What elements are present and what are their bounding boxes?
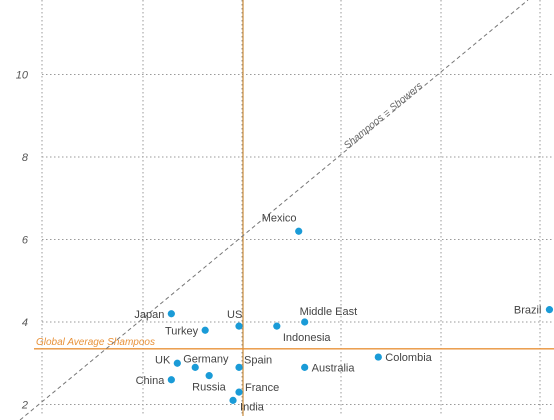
point-indonesia (273, 322, 281, 330)
point-japan (167, 310, 175, 318)
y-tick-label: 4 (22, 317, 28, 329)
point-label-australia: Australia (312, 362, 356, 374)
diagonal-line-label: Shampoos = Showers (342, 81, 425, 152)
point-middle-east (301, 318, 309, 326)
point-colombia (374, 353, 382, 361)
y-tick-label: 2 (21, 400, 28, 412)
point-label-russia: Russia (192, 382, 227, 394)
point-label-india: India (240, 401, 265, 413)
point-russia (205, 372, 213, 380)
point-label-middle-east: Middle East (300, 306, 357, 318)
point-us (235, 322, 243, 330)
point-label-brazil: Brazil (514, 305, 542, 317)
point-label-france: France (245, 382, 279, 394)
y-tick-label: 10 (16, 70, 29, 82)
point-australia (301, 363, 309, 371)
y-tick-label: 6 (22, 235, 29, 247)
point-china (167, 376, 175, 384)
point-brazil (545, 306, 554, 314)
point-label-germany: Germany (183, 353, 229, 365)
diagonal-reference-line (19, 0, 529, 420)
point-label-uk: UK (155, 354, 171, 366)
point-india (229, 396, 237, 404)
point-label-japan: Japan (134, 309, 164, 321)
y-tick-label: 8 (22, 152, 29, 164)
point-uk (173, 359, 181, 367)
point-germany (191, 363, 199, 371)
point-mexico (295, 227, 303, 235)
global-average-label: Global Average Shampoos (36, 337, 155, 348)
point-label-turkey: Turkey (165, 325, 199, 337)
point-label-indonesia: Indonesia (283, 332, 332, 344)
point-label-colombia: Colombia (385, 352, 432, 364)
point-france (235, 388, 243, 396)
point-label-mexico: Mexico (262, 212, 297, 224)
point-turkey (201, 326, 209, 334)
point-label-us: US (227, 309, 242, 321)
point-label-china: China (136, 375, 166, 387)
point-spain (235, 363, 243, 371)
point-label-spain: Spain (244, 354, 272, 366)
